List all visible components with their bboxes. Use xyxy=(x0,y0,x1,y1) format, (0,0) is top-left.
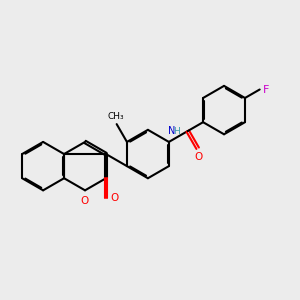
Text: H: H xyxy=(174,127,180,136)
Text: O: O xyxy=(80,196,88,206)
Text: CH₃: CH₃ xyxy=(107,112,124,121)
Text: O: O xyxy=(194,152,202,162)
Text: F: F xyxy=(263,85,269,94)
Text: O: O xyxy=(110,193,118,203)
Text: N: N xyxy=(168,126,175,136)
